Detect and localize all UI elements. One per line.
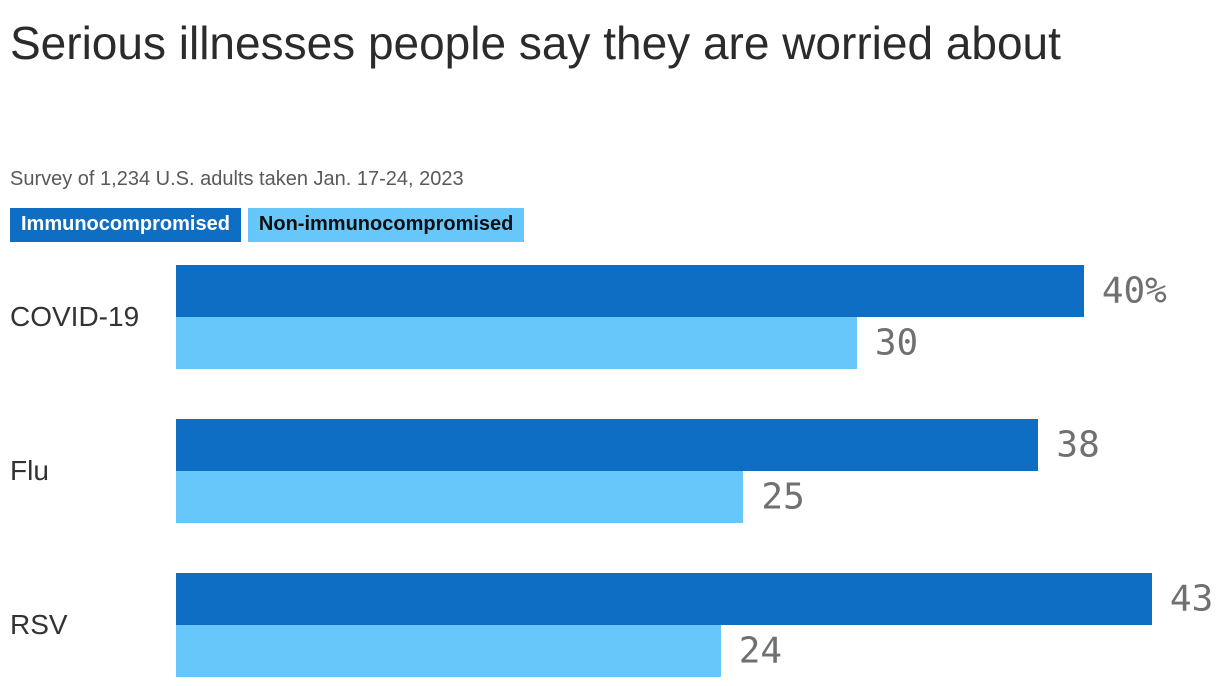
category-label: RSV bbox=[10, 609, 68, 640]
value-label: 40% bbox=[1101, 270, 1167, 312]
bar-group: 40% 30 bbox=[176, 265, 1220, 369]
bar-group: 43 24 bbox=[176, 573, 1220, 677]
chart-title: Serious illnesses people say they are wo… bbox=[10, 17, 1061, 69]
bar-immunocompromised: 43 bbox=[176, 573, 1213, 625]
chart-subtitle: Survey of 1,234 U.S. adults taken Jan. 1… bbox=[10, 168, 464, 190]
legend-item-immunocompromised: Immunocompromised bbox=[10, 208, 241, 242]
value-label: 43 bbox=[1169, 578, 1214, 620]
value-label: 24 bbox=[738, 630, 783, 672]
bar-immunocompromised: 40% bbox=[176, 265, 1167, 317]
category-label: Flu bbox=[10, 455, 49, 486]
chart-legend: Immunocompromised Non-immunocompromised bbox=[10, 208, 525, 242]
chart-row-covid-19: COVID-19 40% 30 bbox=[0, 265, 1220, 369]
value-label: 25 bbox=[761, 476, 805, 518]
category-label: COVID-19 bbox=[10, 301, 140, 332]
chart-rows: COVID-19 40% 30 Flu 38 25 RSV 43 24 bbox=[0, 265, 1220, 686]
bar-group: 38 25 bbox=[176, 419, 1220, 523]
value-label: 38 bbox=[1056, 424, 1100, 466]
chart-row-flu: Flu 38 25 bbox=[0, 419, 1220, 523]
bar-non-immunocompromised: 24 bbox=[176, 625, 782, 677]
bar-non-immunocompromised: 30 bbox=[176, 317, 918, 369]
bar-immunocompromised: 38 bbox=[176, 419, 1100, 471]
value-label: 30 bbox=[874, 322, 919, 364]
bar-non-immunocompromised: 25 bbox=[176, 471, 805, 523]
chart-row-rsv: RSV 43 24 bbox=[0, 573, 1220, 677]
legend-item-non-immunocompromised: Non-immunocompromised bbox=[247, 208, 525, 242]
